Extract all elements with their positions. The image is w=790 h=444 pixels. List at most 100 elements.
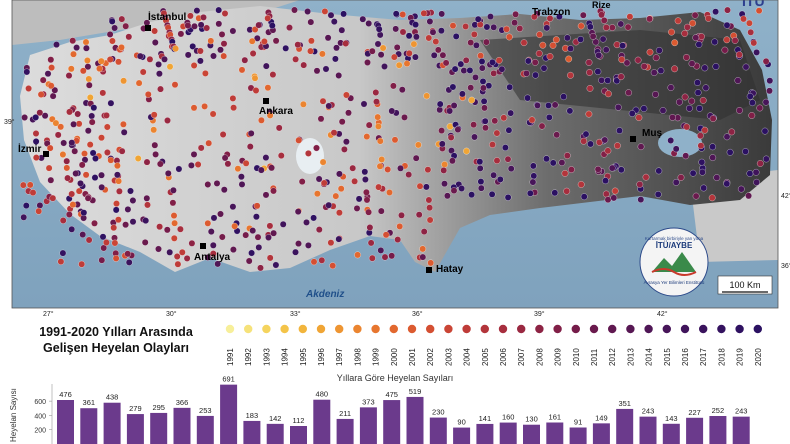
landslide-dot <box>32 130 40 137</box>
landslide-dot <box>151 141 159 149</box>
landslide-dot <box>752 168 760 176</box>
landslide-dot <box>351 177 358 185</box>
landslide-dot <box>81 156 89 164</box>
landslide-dot <box>363 133 371 140</box>
landslide-dot <box>496 176 504 183</box>
bar-1997 <box>196 415 214 444</box>
legend-year-label: 2011 <box>590 348 599 366</box>
landslide-dot <box>552 36 560 44</box>
legend-year-label: 2009 <box>554 348 563 366</box>
landslide-dot <box>47 56 55 64</box>
legend-year-label: 2018 <box>717 348 726 366</box>
landslide-dot <box>189 43 197 50</box>
landslide-dot <box>642 173 650 181</box>
landslide-dot <box>363 196 371 204</box>
landslide-dot <box>307 18 315 26</box>
landslide-dot <box>470 121 477 129</box>
landslide-dot <box>561 170 569 177</box>
landslide-dot <box>127 187 134 195</box>
landslide-dot <box>314 190 321 198</box>
landslide-dot <box>146 55 154 63</box>
landslide-dot <box>441 180 448 188</box>
landslide-dot <box>487 13 494 20</box>
landslide-dot <box>427 259 435 267</box>
landslide-dot <box>712 63 720 70</box>
bar-value-label: 475 <box>385 390 398 399</box>
landslide-dot <box>466 67 474 74</box>
city-label: Rize <box>592 0 611 10</box>
landslide-dot <box>26 181 34 189</box>
landslide-dot <box>479 78 487 85</box>
landslide-dot <box>567 71 574 79</box>
landslide-dot <box>701 126 709 134</box>
landslide-dot <box>51 86 59 94</box>
landslide-dot <box>610 194 618 202</box>
landslide-dot <box>335 235 343 243</box>
landslide-dot <box>248 249 255 257</box>
landslide-dot <box>723 36 731 44</box>
landslide-dot <box>103 239 110 246</box>
landslide-dot <box>336 209 343 217</box>
landslide-dot <box>197 47 204 55</box>
city-marker-icon <box>200 243 206 249</box>
landslide-dot <box>451 65 459 73</box>
city-marker-icon <box>43 151 49 157</box>
landslide-dot <box>438 140 446 148</box>
landslide-dot <box>667 137 675 144</box>
legend-year-label: 2003 <box>444 348 453 366</box>
legend-year-label: 2015 <box>663 348 672 366</box>
landslide-dot <box>505 126 513 134</box>
landslide-dot <box>141 239 149 246</box>
landslide-dot <box>257 166 265 174</box>
landslide-dot <box>266 222 274 230</box>
landslide-dot <box>360 100 368 108</box>
bar-1999 <box>243 420 261 444</box>
landslide-dot <box>602 24 610 31</box>
landslide-dot <box>173 253 181 260</box>
landslide-dot <box>65 72 73 79</box>
landslide-dot <box>247 130 255 137</box>
landslide-dot <box>502 144 509 151</box>
lon-tick: 39° <box>534 310 545 318</box>
landslide-dot <box>300 100 307 108</box>
legend-year-label: 2013 <box>626 348 635 366</box>
landslide-dot <box>473 41 480 49</box>
landslide-dot <box>413 33 420 41</box>
landslide-dot <box>366 224 374 231</box>
landslide-dot <box>151 39 159 46</box>
landslide-dot <box>390 53 398 61</box>
legend-title-line2: Gelişen Heyelan Olayları <box>43 341 189 355</box>
landslide-dot <box>35 207 43 215</box>
landslide-dot <box>481 104 488 112</box>
lon-tick: 36° <box>412 310 423 318</box>
landslide-dot <box>692 34 700 42</box>
landslide-dot <box>376 31 384 39</box>
legend-swatch <box>389 324 398 334</box>
landslide-dot <box>364 59 371 66</box>
landslide-dot <box>478 58 486 65</box>
landslide-dot <box>315 175 323 183</box>
landslide-dot <box>262 62 270 70</box>
lon-tick: 30° <box>166 310 177 318</box>
landslide-dot <box>736 107 743 114</box>
landslide-dot <box>44 70 52 78</box>
landslide-dot <box>405 32 413 40</box>
landslide-dot <box>382 231 390 239</box>
bar-value-label: 366 <box>176 398 189 407</box>
landslide-dot <box>659 107 667 114</box>
landslide-dot <box>700 184 708 192</box>
logo-caption-top: Kurtarmak birbiriyle yan yana <box>645 236 704 241</box>
landslide-dot <box>272 261 280 269</box>
landslide-dot <box>655 167 663 175</box>
landslide-dot <box>219 131 227 138</box>
landslide-dot <box>488 190 496 198</box>
landslide-dot <box>266 254 274 262</box>
landslide-dot <box>462 23 469 30</box>
landslide-dot <box>474 15 482 23</box>
landslide-dot <box>468 96 476 104</box>
landslide-dot <box>449 157 456 165</box>
landslide-dot <box>381 63 388 70</box>
landslide-dot <box>80 209 88 217</box>
landslide-dot <box>88 112 96 120</box>
landslide-dot <box>220 40 228 48</box>
